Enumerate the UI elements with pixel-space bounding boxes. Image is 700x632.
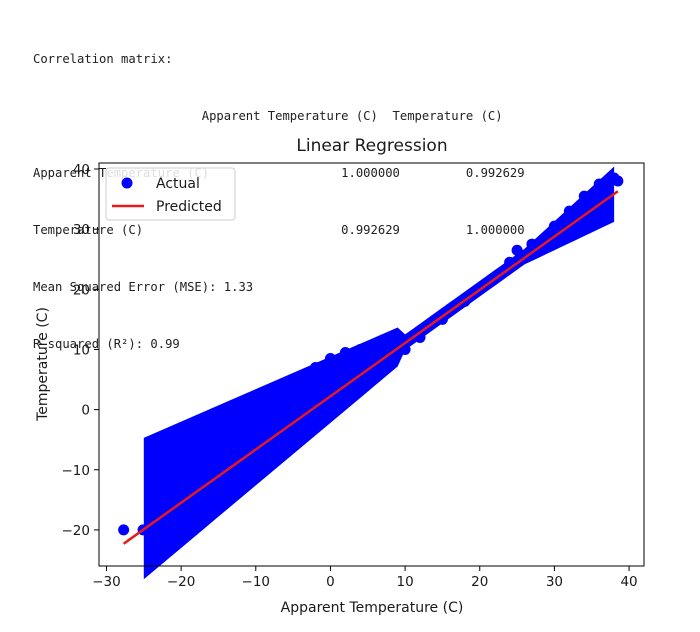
actual-point [235, 473, 247, 485]
actual-point-cloud [118, 166, 624, 580]
actual-point [593, 208, 605, 220]
y-axis-label: Temperature (C) [35, 307, 51, 422]
actual-point [160, 539, 172, 551]
actual-point [593, 178, 605, 190]
regression-chart: −30 −20 −10 0 10 20 30 40 −20 −10 0 10 20 30 40 Linear… [35, 136, 645, 616]
x-tick-label: 10 [397, 574, 414, 590]
x-axis-label: Apparent Temperature (C) [281, 600, 464, 616]
mse-line: Mean Squared Error (MSE): 1.33 [33, 280, 254, 294]
actual-point [190, 509, 202, 521]
actual-point [149, 506, 161, 518]
y-tick-label: 10 [73, 342, 90, 358]
actual-point [324, 401, 336, 413]
x-tick-label: 20 [471, 574, 488, 590]
actual-point [175, 524, 187, 536]
actual-point [339, 389, 351, 401]
actual-point [295, 422, 307, 434]
actual-point [265, 446, 277, 458]
actual-point [354, 377, 366, 389]
actual-point [205, 440, 217, 452]
actual-point [571, 217, 583, 229]
corr-row-2: Temperature (C) 0.992629 1.000000 [33, 223, 525, 237]
actual-point [250, 407, 262, 419]
x-tick-label: 30 [546, 574, 563, 590]
y-tick-label: −20 [62, 523, 91, 539]
actual-point [145, 497, 157, 509]
actual-point [265, 395, 277, 407]
actual-point [354, 343, 366, 355]
x-tick-label: −30 [92, 574, 121, 590]
legend-predicted-label: Predicted [156, 199, 222, 215]
actual-point [324, 352, 336, 364]
actual-point [250, 458, 262, 470]
actual-point [205, 497, 217, 509]
actual-point [339, 346, 351, 358]
actual-point [160, 482, 172, 494]
predicted-line [122, 190, 619, 545]
chart-title: Linear Regression [296, 136, 447, 156]
actual-point [310, 362, 322, 374]
actual-point [384, 355, 396, 367]
tick-layer: −30 −20 −10 0 10 20 30 40 −20 −10 0 10 20 30 40 [62, 162, 638, 590]
x-tick-label: −10 [242, 574, 271, 590]
legend-actual-label: Actual [156, 176, 200, 192]
actual-point [563, 205, 575, 217]
actual-point [399, 343, 411, 355]
r2-line: R-squared (R²): 0.99 [33, 337, 180, 351]
actual-point [118, 524, 130, 536]
actual-point [175, 470, 187, 482]
plot-frame [98, 162, 645, 567]
y-tick-label: 40 [73, 162, 90, 178]
corr-header-line: Apparent Temperature (C) Temperature (C) [33, 109, 503, 123]
actual-point [280, 383, 292, 395]
x-tick-label: 40 [620, 574, 637, 590]
y-tick-label: 0 [81, 403, 90, 419]
actual-point [548, 220, 560, 232]
actual-point [190, 452, 202, 464]
actual-point [235, 419, 247, 431]
y-tick-label: 20 [73, 282, 90, 298]
x-tick-label: 0 [326, 574, 335, 590]
data-layer [118, 166, 624, 580]
y-tick-label: −10 [62, 463, 91, 479]
actual-point [369, 343, 381, 355]
actual-point [280, 434, 292, 446]
actual-point [310, 410, 322, 422]
actual-point [604, 172, 616, 184]
actual-point [145, 488, 157, 500]
actual-point [436, 313, 448, 325]
actual-point [526, 238, 538, 250]
y-tick-label: 30 [73, 222, 90, 238]
corr-heading: Correlation matrix: [33, 52, 173, 66]
actual-point [578, 190, 590, 202]
legend-actual-marker [121, 177, 133, 189]
actual-point [220, 485, 232, 497]
legend: Actual Predicted [105, 167, 236, 221]
actual-point [295, 371, 307, 383]
actual-point [220, 428, 232, 440]
x-tick-label: −20 [167, 574, 196, 590]
actual-point [511, 244, 523, 256]
